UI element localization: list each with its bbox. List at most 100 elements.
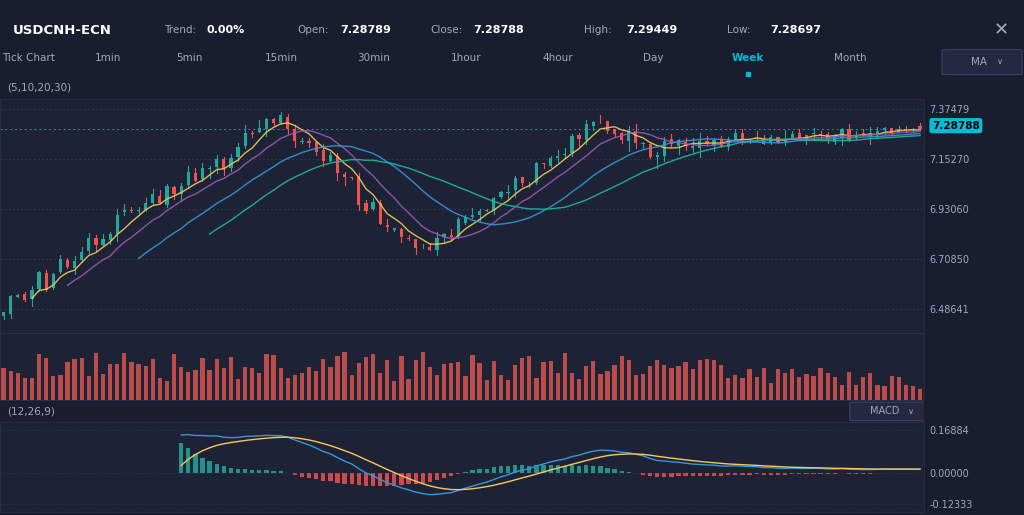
Bar <box>378 473 382 486</box>
Bar <box>307 473 311 478</box>
Bar <box>705 359 709 400</box>
Bar <box>58 375 62 400</box>
Bar <box>883 386 887 400</box>
Bar <box>38 272 41 289</box>
Bar <box>66 362 70 400</box>
Bar <box>556 156 559 158</box>
Bar <box>379 203 382 224</box>
Text: 30min: 30min <box>357 53 390 63</box>
Bar <box>677 473 681 476</box>
Bar <box>435 473 439 480</box>
Bar <box>16 295 19 297</box>
Text: Low:: Low: <box>727 25 751 36</box>
Bar <box>450 473 454 476</box>
Bar <box>612 365 616 400</box>
Bar <box>286 378 290 400</box>
Bar <box>151 359 155 400</box>
Bar <box>30 377 34 400</box>
Bar <box>271 355 275 400</box>
Bar <box>456 362 461 400</box>
Bar <box>329 367 333 400</box>
Bar <box>569 466 574 473</box>
Bar <box>293 375 297 400</box>
Bar <box>293 129 297 141</box>
Bar <box>470 470 474 473</box>
Bar <box>143 366 147 400</box>
Bar <box>776 369 780 400</box>
Bar <box>755 473 759 474</box>
Bar <box>762 473 766 475</box>
Bar <box>712 360 716 400</box>
Bar <box>336 156 339 173</box>
Bar <box>322 359 326 400</box>
Bar <box>399 229 403 236</box>
Bar <box>683 363 688 400</box>
Bar <box>569 373 574 400</box>
Bar <box>598 374 602 400</box>
Bar <box>172 187 176 195</box>
Bar <box>414 473 418 484</box>
Bar <box>165 381 169 400</box>
Bar <box>356 473 360 485</box>
Bar <box>229 158 232 168</box>
Bar <box>23 377 27 400</box>
Bar <box>37 354 41 400</box>
Text: 5min: 5min <box>176 53 203 63</box>
Bar <box>506 380 510 400</box>
Bar <box>9 296 12 314</box>
Bar <box>549 360 553 400</box>
Bar <box>585 124 588 140</box>
Bar <box>122 353 127 400</box>
Bar <box>172 354 176 400</box>
Bar <box>741 133 744 140</box>
Bar <box>670 140 673 144</box>
Bar <box>87 238 90 251</box>
Bar <box>322 473 326 481</box>
Bar <box>194 370 198 400</box>
Bar <box>740 473 744 474</box>
Bar <box>407 379 411 400</box>
Bar <box>897 377 901 400</box>
Bar <box>620 355 624 400</box>
Bar <box>31 289 34 299</box>
Bar <box>342 473 347 484</box>
Bar <box>257 373 261 400</box>
Bar <box>428 247 431 250</box>
Bar <box>51 274 55 288</box>
Text: 0.00%: 0.00% <box>207 25 245 36</box>
Bar <box>499 467 503 473</box>
Bar <box>833 473 837 474</box>
Bar <box>421 473 425 483</box>
Bar <box>44 358 48 400</box>
Bar <box>727 139 730 147</box>
Bar <box>719 365 723 400</box>
Bar <box>314 371 318 400</box>
Bar <box>236 469 241 473</box>
Text: 1hour: 1hour <box>451 53 481 63</box>
Bar <box>470 355 474 400</box>
Bar <box>648 473 652 476</box>
Bar <box>250 470 254 473</box>
Text: Close:: Close: <box>430 25 462 36</box>
Text: (12,26,9): (12,26,9) <box>7 406 55 416</box>
Bar <box>507 192 510 193</box>
Bar <box>683 473 688 476</box>
Bar <box>627 472 631 473</box>
Bar <box>663 141 666 156</box>
Bar <box>378 373 382 400</box>
Bar <box>712 473 716 475</box>
Bar <box>201 458 205 473</box>
Bar <box>825 373 829 400</box>
Bar <box>158 378 162 400</box>
Bar <box>697 360 702 400</box>
Bar <box>797 377 802 400</box>
Bar <box>208 461 212 473</box>
Bar <box>477 469 481 473</box>
Bar <box>407 473 411 485</box>
Bar <box>726 473 730 475</box>
Bar <box>805 135 808 140</box>
Bar <box>719 473 723 476</box>
Bar <box>350 177 353 178</box>
Bar <box>221 368 226 400</box>
Bar <box>414 239 417 248</box>
